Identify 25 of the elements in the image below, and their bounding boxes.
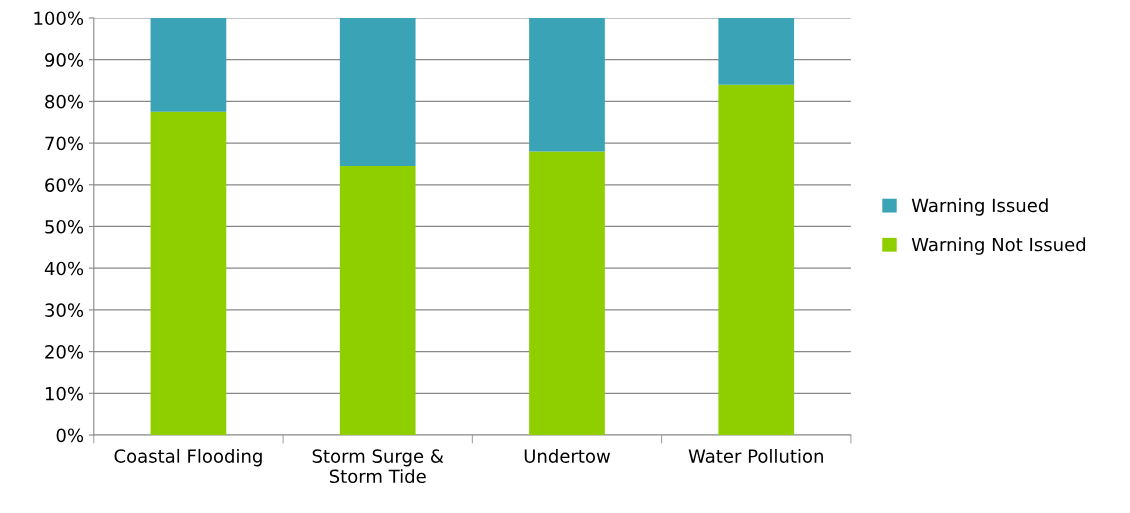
x-tick-label: Storm Surge & Storm Tide [312,449,444,484]
bar [150,17,227,112]
x-tick-label: Water Pollution [688,448,823,463]
bar [718,17,795,85]
y-tick-label: 80% [45,94,84,109]
legend-label: Warning Not Issued [911,237,1086,255]
y-tick-label: 90% [45,53,84,67]
y-tick-label: 100% [34,11,84,26]
bar [529,17,605,152]
legend-label: Warning Issued [911,198,1048,216]
y-tick-label: 30% [45,303,84,318]
y-tick-label: 60% [45,178,84,192]
bar [339,17,416,167]
bar [718,84,795,436]
bar [339,166,416,436]
y-tick-label: 50% [45,219,84,234]
y-tick-label: 20% [45,345,84,359]
x-tick-label: Undertow [524,448,610,463]
bar [529,151,605,436]
y-tick-label: 40% [44,261,84,276]
y-tick-label: 10% [45,386,84,401]
x-tick-label: Coastal Flooding [114,448,262,467]
bar [150,111,227,436]
y-tick-label: 70% [45,136,84,151]
y-tick-label: 0% [56,428,84,443]
